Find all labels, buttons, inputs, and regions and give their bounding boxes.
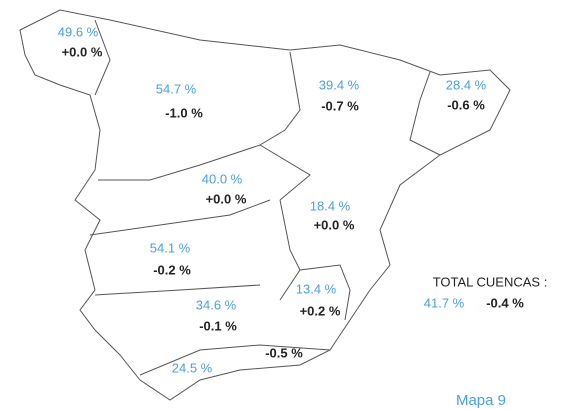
- total-value: 41.7 %: [424, 295, 465, 310]
- total-label: TOTAL CUENCAS :: [433, 274, 548, 289]
- region-value: 40.0 %: [202, 171, 243, 186]
- region-change: +0.0 %: [62, 44, 103, 59]
- region-value: 54.1 %: [150, 240, 191, 255]
- region-change: -0.5 %: [265, 345, 303, 360]
- caption: Mapa 9: [456, 392, 506, 409]
- region-value: 24.5 %: [172, 360, 213, 375]
- total-change: -0.4 %: [486, 295, 524, 310]
- region-value: 49.6 %: [58, 24, 99, 39]
- region-change: +0.2 %: [300, 303, 341, 318]
- region-value: 39.4 %: [319, 77, 360, 92]
- region-change: -0.2 %: [153, 262, 191, 277]
- region-change: -0.7 %: [321, 98, 359, 113]
- region-change: +0.0 %: [314, 217, 355, 232]
- labels: 49.6 % +0.0 % 54.7 % -1.0 % 39.4 % -0.7 % 28.4…: [58, 24, 487, 375]
- basin-borders: [89, 19, 441, 376]
- region-value: 13.4 %: [296, 281, 337, 296]
- region-change: +0.0 %: [206, 191, 247, 206]
- region-change: -1.0 %: [165, 105, 203, 120]
- region-value: 54.7 %: [156, 81, 197, 96]
- region-value: 28.4 %: [446, 77, 487, 92]
- spain-outline: [19, 9, 511, 401]
- region-value: 18.4 %: [310, 198, 351, 213]
- region-change: -0.6 %: [447, 97, 485, 112]
- region-change: -0.1 %: [199, 318, 237, 333]
- region-value: 34.6 %: [196, 297, 237, 312]
